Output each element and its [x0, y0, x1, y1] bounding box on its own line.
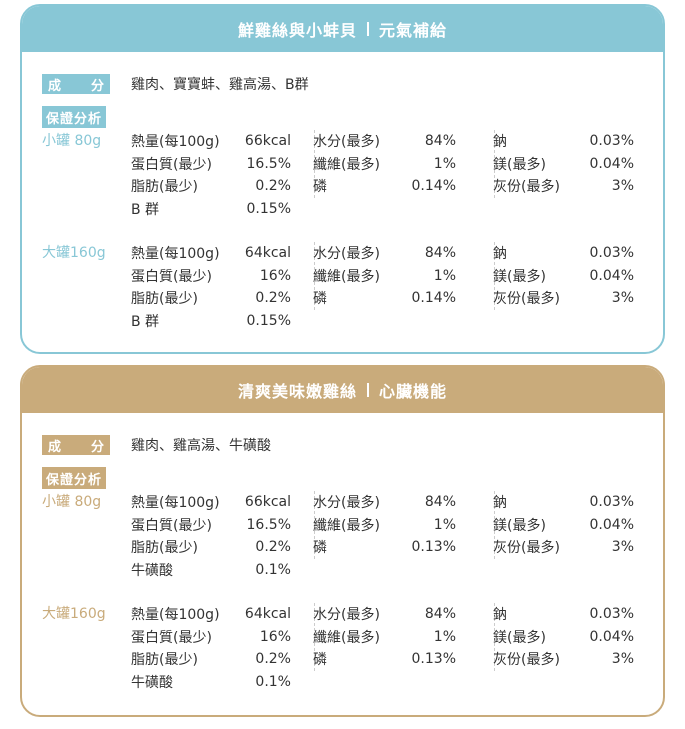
nutrition-col-3: 鈉 0.03% 鎂(最多) 0.04% 灰份(最多) 3% [493, 242, 634, 310]
guarantee-label: 保證分析 [42, 467, 107, 489]
nutrition-row: 蛋白質(最少) 16.5% [131, 155, 291, 173]
nutrition-row: 熱量(每100g) 64kcal [131, 606, 291, 624]
size-block-large: 大罐160g 熱量(每100g) 64kcal 蛋白質(最少) 16% 脂肪(最少)… [22, 603, 663, 695]
size-label: 小罐 80g [42, 133, 102, 149]
nutrition-row: 磷 0.14% [313, 290, 456, 308]
nutrition-row: 磷 0.14% [313, 178, 456, 196]
title-divider [367, 22, 369, 36]
nutrition-row: 鈉 0.03% [493, 494, 634, 512]
nutrition-row: 熱量(每100g) 66kcal [131, 133, 291, 151]
size-block-small: 小罐 80g 熱量(每100g) 66kcal 蛋白質(最少) 16.5% 脂肪(最… [22, 130, 663, 222]
size-label: 小罐 80g [42, 494, 102, 510]
title-divider [367, 383, 369, 397]
nutrition-row: 纖維(最多) 1% [313, 516, 456, 534]
size-label: 大罐160g [42, 606, 106, 622]
nutrition-row: 鈉 0.03% [493, 133, 634, 151]
nutrition-row: 灰份(最多) 3% [493, 651, 634, 669]
size-block-small: 小罐 80g 熱量(每100g) 66kcal 蛋白質(最少) 16.5% 脂肪(最… [22, 491, 663, 583]
ingredients-text: 雞肉、雞高湯、牛磺酸 [131, 438, 271, 454]
nutrition-row: 灰份(最多) 3% [493, 290, 634, 308]
nutrition-col-3: 鈉 0.03% 鎂(最多) 0.04% 灰份(最多) 3% [493, 603, 634, 671]
nutrition-row: 灰份(最多) 3% [493, 178, 634, 196]
nutrition-col-3: 鈉 0.03% 鎂(最多) 0.04% 灰份(最多) 3% [493, 130, 634, 198]
nutrition-col-2: 水分(最多) 84% 纖維(最多) 1% 磷 0.14% [313, 242, 456, 310]
nutrition-row: 水分(最多) 84% [313, 133, 456, 151]
size-label: 大罐160g [42, 245, 106, 261]
ingredients-text: 雞肉、寶寶蚌、雞高湯、B群 [131, 77, 309, 93]
card-title-sub: 元氣補給 [379, 21, 448, 40]
ingredients-label: 成 分 [42, 435, 110, 455]
nutrition-row: 灰份(最多) 3% [493, 539, 634, 557]
product-card-tender-chicken: 清爽美味嫩雞絲 心臟機能 成 分 雞肉、雞高湯、牛磺酸 保證分析 小罐 80g … [20, 365, 665, 717]
nutrition-row: 磷 0.13% [313, 539, 456, 557]
nutrition-row: 牛磺酸 0.1% [131, 561, 291, 579]
nutrition-row: 脂肪(最少) 0.2% [131, 539, 291, 557]
nutrition-row: 鈉 0.03% [493, 606, 634, 624]
nutrition-row: 水分(最多) 84% [313, 494, 456, 512]
ingredients-row: 成 分 雞肉、寶寶蚌、雞高湯、B群 [42, 74, 309, 94]
nutrition-row: 鎂(最多) 0.04% [493, 155, 634, 173]
nutrition-row: B 群 0.15% [131, 200, 291, 218]
nutrition-row: 鎂(最多) 0.04% [493, 267, 634, 285]
card-header: 鮮雞絲與小蚌貝 元氣補給 [22, 6, 663, 52]
nutrition-col-1: 熱量(每100g) 64kcal 蛋白質(最少) 16% 脂肪(最少) 0.2% 牛磺… [131, 603, 291, 693]
nutrition-row: 水分(最多) 84% [313, 606, 456, 624]
nutrition-row: 熱量(每100g) 64kcal [131, 245, 291, 263]
nutrition-row: 蛋白質(最少) 16% [131, 628, 291, 646]
card-title-main: 清爽美味嫩雞絲 [237, 382, 357, 401]
nutrition-col-2: 水分(最多) 84% 纖維(最多) 1% 磷 0.13% [313, 491, 456, 559]
card-title-main: 鮮雞絲與小蚌貝 [237, 21, 357, 40]
nutrition-row: 熱量(每100g) 66kcal [131, 494, 291, 512]
nutrition-row: 磷 0.13% [313, 651, 456, 669]
nutrition-row: 鎂(最多) 0.04% [493, 516, 634, 534]
nutrition-col-2: 水分(最多) 84% 纖維(最多) 1% 磷 0.14% [313, 130, 456, 198]
guarantee-label: 保證分析 [42, 106, 107, 128]
nutrition-col-3: 鈉 0.03% 鎂(最多) 0.04% 灰份(最多) 3% [493, 491, 634, 559]
nutrition-row: 鎂(最多) 0.04% [493, 628, 634, 646]
product-card-chicken-clam: 鮮雞絲與小蚌貝 元氣補給 成 分 雞肉、寶寶蚌、雞高湯、B群 保證分析 小罐 8… [20, 4, 665, 354]
nutrition-col-1: 熱量(每100g) 66kcal 蛋白質(最少) 16.5% 脂肪(最少) 0.2% … [131, 130, 291, 220]
card-title-sub: 心臟機能 [379, 382, 448, 401]
nutrition-row: 脂肪(最少) 0.2% [131, 178, 291, 196]
nutrition-col-1: 熱量(每100g) 64kcal 蛋白質(最少) 16% 脂肪(最少) 0.2% B … [131, 242, 291, 332]
size-block-large: 大罐160g 熱量(每100g) 64kcal 蛋白質(最少) 16% 脂肪(最少)… [22, 242, 663, 334]
nutrition-row: 纖維(最多) 1% [313, 155, 456, 173]
nutrition-row: 脂肪(最少) 0.2% [131, 290, 291, 308]
nutrition-row: 鈉 0.03% [493, 245, 634, 263]
ingredients-label: 成 分 [42, 74, 110, 94]
nutrition-row: 蛋白質(最少) 16.5% [131, 516, 291, 534]
nutrition-row: 纖維(最多) 1% [313, 628, 456, 646]
nutrition-row: 蛋白質(最少) 16% [131, 267, 291, 285]
nutrition-row: 脂肪(最少) 0.2% [131, 651, 291, 669]
nutrition-col-1: 熱量(每100g) 66kcal 蛋白質(最少) 16.5% 脂肪(最少) 0.2% … [131, 491, 291, 581]
nutrition-col-2: 水分(最多) 84% 纖維(最多) 1% 磷 0.13% [313, 603, 456, 671]
nutrition-row: 纖維(最多) 1% [313, 267, 456, 285]
nutrition-row: B 群 0.15% [131, 312, 291, 330]
nutrition-row: 水分(最多) 84% [313, 245, 456, 263]
card-header: 清爽美味嫩雞絲 心臟機能 [22, 367, 663, 413]
ingredients-row: 成 分 雞肉、雞高湯、牛磺酸 [42, 435, 271, 455]
nutrition-row: 牛磺酸 0.1% [131, 673, 291, 691]
